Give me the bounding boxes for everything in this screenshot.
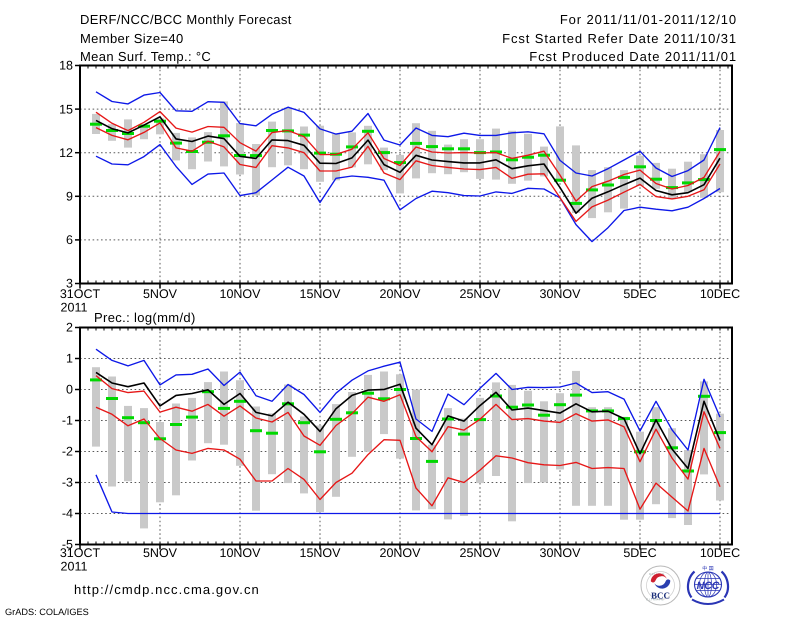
svg-text:31OCT: 31OCT [60, 287, 101, 301]
svg-text:Fcst Produced Date 2011/11/01: Fcst Produced Date 2011/11/01 [529, 49, 737, 64]
svg-text:3: 3 [66, 277, 73, 291]
svg-text:2011: 2011 [61, 560, 88, 574]
svg-text:10DEC: 10DEC [700, 287, 740, 301]
svg-text:Mean Surf. Temp.: °C: Mean Surf. Temp.: °C [80, 49, 211, 64]
svg-text:-4: -4 [62, 507, 73, 521]
svg-text:http://cmdp.ncc.cma.gov.cn: http://cmdp.ncc.cma.gov.cn [74, 582, 260, 597]
svg-text:10NOV: 10NOV [220, 546, 262, 560]
svg-text:Fcst Started Refer Date 2011/1: Fcst Started Refer Date 2011/10/31 [502, 31, 737, 46]
svg-text:18: 18 [59, 59, 73, 73]
svg-text:中 国: 中 国 [702, 565, 713, 572]
svg-text:-5: -5 [62, 538, 73, 552]
svg-text:15NOV: 15NOV [300, 287, 342, 301]
svg-text:1: 1 [66, 352, 73, 366]
svg-text:25NOV: 25NOV [460, 287, 502, 301]
svg-text:-1: -1 [62, 414, 73, 428]
svg-text:5NOV: 5NOV [143, 546, 178, 560]
svg-text:10NOV: 10NOV [220, 287, 262, 301]
svg-text:20NOV: 20NOV [380, 287, 422, 301]
svg-text:5DEC: 5DEC [623, 287, 656, 301]
svg-text:6: 6 [66, 233, 73, 247]
svg-text:9: 9 [66, 190, 73, 204]
svg-text:GrADS: COLA/IGES: GrADS: COLA/IGES [5, 607, 89, 617]
svg-text:15: 15 [59, 102, 73, 116]
svg-text:30NOV: 30NOV [540, 546, 582, 560]
svg-text:5NOV: 5NOV [143, 287, 178, 301]
svg-text:12: 12 [59, 146, 73, 160]
svg-text:5DEC: 5DEC [623, 546, 656, 560]
svg-text:30NOV: 30NOV [540, 287, 582, 301]
svg-text:Member Size=40: Member Size=40 [80, 31, 184, 46]
svg-text:10DEC: 10DEC [700, 546, 740, 560]
svg-text:2: 2 [66, 321, 73, 335]
svg-text:C L I M A T E: C L I M A T E [646, 598, 663, 602]
svg-text:NCC: NCC [697, 580, 720, 592]
svg-text:DERF/NCC/BCC Monthly Forecast: DERF/NCC/BCC Monthly Forecast [80, 12, 292, 27]
svg-text:Prec.: log(mm/d): Prec.: log(mm/d) [94, 310, 196, 325]
svg-text:2011: 2011 [61, 301, 88, 315]
svg-text:20NOV: 20NOV [380, 546, 422, 560]
svg-text:-2: -2 [62, 445, 73, 459]
svg-text:15NOV: 15NOV [300, 546, 342, 560]
svg-text:For 2011/11/01-2011/12/10: For 2011/11/01-2011/12/10 [560, 12, 737, 27]
svg-text:-3: -3 [62, 476, 73, 490]
svg-text:31OCT: 31OCT [60, 546, 101, 560]
svg-text:BCC: BCC [651, 591, 670, 601]
svg-text:25NOV: 25NOV [460, 546, 502, 560]
svg-text:0: 0 [66, 383, 73, 397]
